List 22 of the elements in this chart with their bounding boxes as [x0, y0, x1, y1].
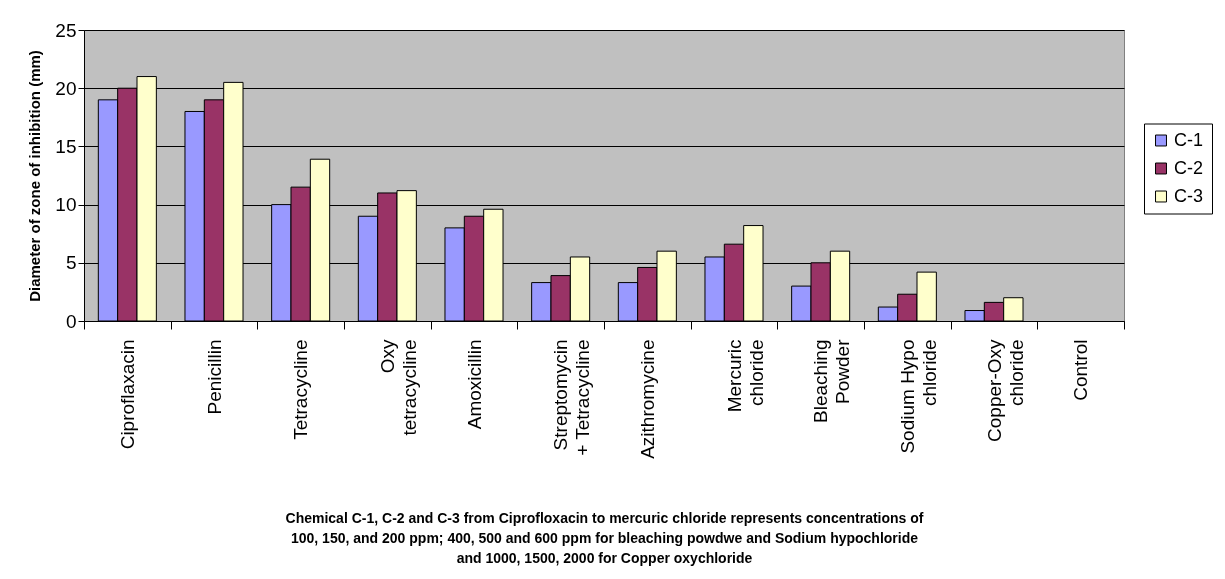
y-tick-label: 5 — [65, 252, 77, 274]
x-tick-label: Control — [1070, 339, 1092, 401]
x-axis-title: Chemical C-1, C-2 and C-3 from Ciprofloxacin to mercuric chloride represents concentrations of 100, 150, and 200 ppm; 400, 500 and 600 ppm for bleaching powdwe and Sodium hypochloride and 1000, 1500, 2000 for Copper oxychloride — [285, 509, 924, 566]
y-tick-label: 20 — [55, 77, 77, 99]
x-tick-label: Sodium Hypo chloride — [896, 339, 940, 454]
legend-label: C-2 — [1174, 157, 1204, 178]
x-tick-label: Mercuric chloride — [723, 339, 767, 413]
legend-label: C-3 — [1174, 185, 1204, 206]
x-tick-label: Amoxicillin — [463, 339, 485, 430]
y-axis-title: Diameter of zone of inhibition (mm) — [26, 50, 44, 302]
legend-label: C-1 — [1174, 129, 1204, 150]
y-tick-label: 25 — [55, 19, 77, 41]
x-tick-label: Streptomycin + Tetracycline — [550, 339, 594, 456]
x-tick-label: Oxy tetracycline — [376, 339, 420, 436]
x-tick-label: Azithromycine — [636, 339, 658, 459]
x-tick-label: Bleaching Powder — [810, 338, 854, 423]
x-tick-label: Penicillin — [203, 339, 225, 415]
x-tick-label: Tetracycline — [290, 339, 312, 440]
y-tick-label: 10 — [55, 194, 77, 216]
y-tick-label: 15 — [55, 135, 77, 157]
x-tick-label: Ciproflaxacin — [116, 339, 138, 450]
y-tick-label: 0 — [65, 310, 77, 332]
